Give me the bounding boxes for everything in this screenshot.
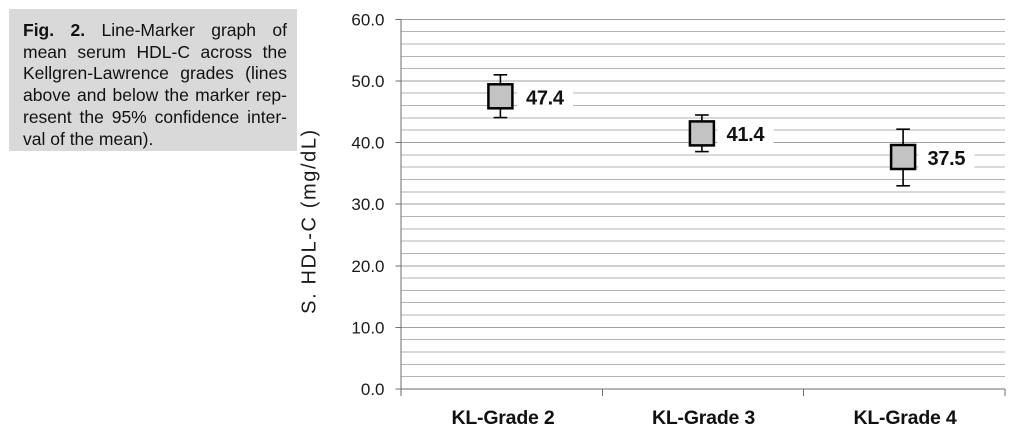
svg-text:40.0: 40.0 — [351, 134, 384, 153]
svg-text:50.0: 50.0 — [351, 72, 384, 91]
svg-text:10.0: 10.0 — [351, 319, 384, 338]
svg-text:30.0: 30.0 — [351, 195, 384, 214]
svg-text:KL-Grade 2: KL-Grade 2 — [451, 407, 554, 429]
svg-text:0.0: 0.0 — [361, 380, 385, 399]
svg-text:41.4: 41.4 — [727, 124, 766, 146]
svg-text:KL-Grade 4: KL-Grade 4 — [853, 407, 956, 429]
svg-text:KL-Grade 3: KL-Grade 3 — [652, 407, 755, 429]
svg-text:20.0: 20.0 — [351, 257, 384, 276]
svg-text:S. HDL-C (mg/dL): S. HDL-C (mg/dL) — [299, 128, 321, 314]
svg-text:47.4: 47.4 — [526, 88, 565, 110]
svg-text:37.5: 37.5 — [928, 148, 966, 170]
svg-text:60.0: 60.0 — [351, 10, 384, 29]
